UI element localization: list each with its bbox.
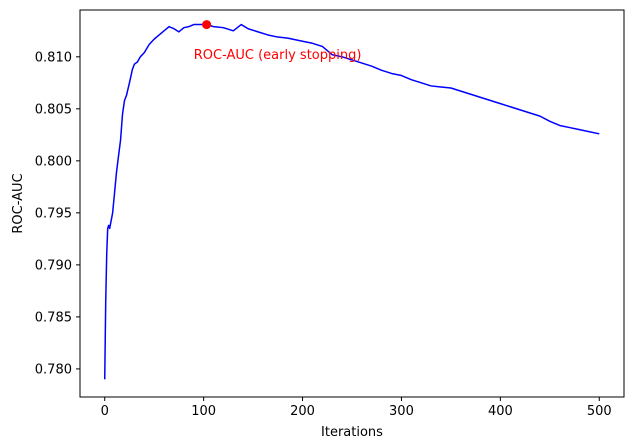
y-tick-label: 0.780: [35, 362, 72, 377]
series-layer: [103, 23, 600, 380]
early-stopping-annotation: ROC-AUC (early stopping): [194, 48, 362, 63]
x-tick-label: 100: [191, 404, 216, 419]
x-tick-label: 500: [587, 404, 612, 419]
marker-layer: [202, 20, 212, 30]
y-tick-label: 0.805: [35, 102, 72, 117]
y-tick-label: 0.795: [35, 206, 72, 221]
y-tick-label: 0.800: [35, 154, 72, 169]
x-tick-label: 200: [290, 404, 315, 419]
y-tick-label: 0.810: [35, 50, 72, 65]
axes-frame: [79, 9, 625, 398]
early-stopping-point: [202, 20, 212, 30]
y-tick-label: 0.785: [35, 310, 72, 325]
axis-ticks: 0 100 200 300 400 500 0.780 0.785 0.790 0.795 0.80…: [35, 50, 612, 419]
x-tick-label: 400: [488, 404, 513, 419]
roc-auc-series-line: [103, 23, 600, 380]
x-tick-label: 0: [101, 404, 109, 419]
y-tick-label: 0.790: [35, 258, 72, 273]
x-tick-label: 300: [389, 404, 414, 419]
y-axis-label: ROC-AUC: [11, 173, 26, 233]
x-axis-label: Iterations: [321, 425, 383, 440]
